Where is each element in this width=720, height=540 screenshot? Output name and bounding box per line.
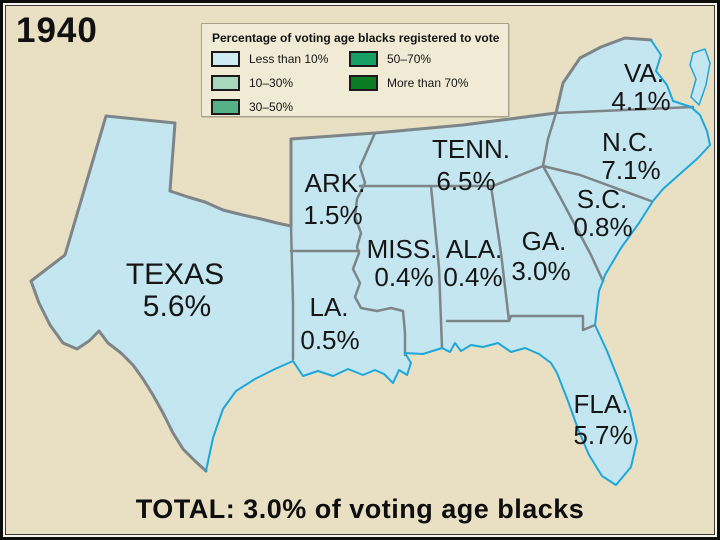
coastline xyxy=(205,39,711,486)
legend-item: 10–30% xyxy=(211,74,328,91)
legend-label: 50–70% xyxy=(387,51,432,66)
legend-label: 30–50% xyxy=(249,99,294,114)
south-us-map: TEXAS 5.6% ARK. 1.5% LA. 0.5% MISS. 0.4%… xyxy=(29,36,711,486)
state-value-arkansas: 1.5% xyxy=(303,200,362,230)
state-label-arkansas: ARK. xyxy=(305,168,366,198)
state-label-florida: FLA. xyxy=(574,389,629,419)
legend-box: Percentage of voting age blacks register… xyxy=(201,23,509,117)
year-title: 1940 xyxy=(16,11,98,50)
state-value-louisiana: 0.5% xyxy=(300,325,359,355)
legend-item: 30–50% xyxy=(211,98,328,115)
state-value-alabama: 0.4% xyxy=(443,262,502,292)
legend-swatch-50-70 xyxy=(349,50,378,67)
legend-column-2: 50–70% More than 70% xyxy=(349,50,468,91)
state-value-florida: 5.7% xyxy=(573,420,632,450)
delmarva-peninsula-shape xyxy=(689,48,711,106)
legend-item: Less than 10% xyxy=(211,50,328,67)
state-value-virginia: 4.1% xyxy=(611,86,670,116)
state-label-louisiana: LA. xyxy=(309,292,348,322)
legend-item: More than 70% xyxy=(349,74,468,91)
state-value-georgia: 3.0% xyxy=(511,256,570,286)
state-label-virginia: VA. xyxy=(624,58,664,88)
state-value-tennessee: 6.5% xyxy=(436,166,495,196)
legend-column-1: Less than 10% 10–30% 30–50% xyxy=(211,50,328,115)
legend-swatch-more-than-70 xyxy=(349,74,378,91)
legend-label: More than 70% xyxy=(387,75,469,90)
legend-item: 50–70% xyxy=(349,50,468,67)
total-text: TOTAL: 3.0% of voting age blacks xyxy=(135,494,585,524)
outer-inland-boundary xyxy=(29,36,653,473)
state-value-texas: 5.6% xyxy=(143,290,211,323)
state-label-north-carolina: N.C. xyxy=(602,127,654,157)
state-label-south-carolina: S.C. xyxy=(577,184,628,214)
legend-title: Percentage of voting age blacks register… xyxy=(212,31,500,45)
legend-label: Less than 10% xyxy=(249,51,329,66)
legend-swatch-10-30 xyxy=(211,74,240,91)
state-label-georgia: GA. xyxy=(522,226,567,256)
legend-label: 10–30% xyxy=(249,75,294,90)
state-label-alabama: ALA. xyxy=(446,234,502,264)
legend-swatch-less-than-10 xyxy=(211,50,240,67)
legend-swatch-30-50 xyxy=(211,98,240,115)
state-label-tennessee: TENN. xyxy=(432,134,510,164)
state-value-south-carolina: 0.8% xyxy=(573,212,632,242)
state-label-mississippi: MISS. xyxy=(367,234,438,264)
state-label-texas: TEXAS xyxy=(126,258,224,291)
state-shapes xyxy=(30,37,711,486)
interior-state-borders xyxy=(289,105,695,361)
state-value-north-carolina: 7.1% xyxy=(601,155,660,185)
state-value-mississippi: 0.4% xyxy=(374,262,433,292)
